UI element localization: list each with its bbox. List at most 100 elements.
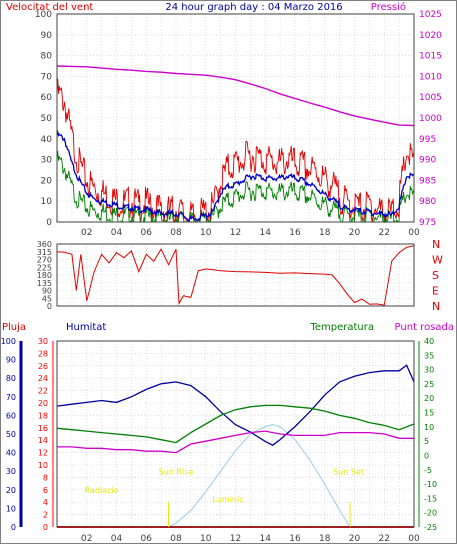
- chart-title: 24 hour graph day : 04 Marzo 2016: [165, 2, 342, 13]
- annotation-label: Luminic: [213, 495, 244, 504]
- temperature-y-tick-label: -15: [424, 494, 437, 503]
- sun-curve-line: [168, 424, 351, 528]
- direction-y-tick-label: 135: [37, 279, 52, 288]
- x-tick-label: 04: [111, 534, 123, 544]
- x-tick-label: 02: [81, 534, 92, 544]
- x-tick-label: 08: [170, 534, 182, 544]
- wind-y-tick-label: 100: [35, 10, 52, 20]
- rain-label: Pluja: [2, 322, 26, 333]
- compass-label: S: [432, 269, 439, 282]
- x-tick-label: 10: [200, 228, 212, 238]
- temperature-y-tick-label: -20: [424, 509, 437, 518]
- wind-y-tick-label: 0: [46, 218, 52, 228]
- x-tick-label: 14: [260, 228, 272, 238]
- rain-y-tick-label: 4: [43, 498, 48, 507]
- pressure-label: Pressió: [371, 1, 406, 13]
- x-tick-label: 16: [289, 534, 301, 544]
- pressure-y-tick-label: 1025: [419, 10, 442, 20]
- x-tick-label: 12: [230, 534, 241, 544]
- wind-direction-line: [56, 245, 415, 306]
- direction-y-tick-label: 360: [37, 240, 52, 249]
- humidity-y-tick-label: 60: [6, 411, 16, 420]
- temperature-label: Temperatura: [309, 322, 374, 333]
- rain-y-tick-label: 2: [43, 511, 48, 520]
- x-tick-label: 06: [141, 228, 153, 238]
- pressure-y-tick-label: 990: [419, 156, 436, 166]
- temperature-y-tick-label: 40: [424, 337, 434, 346]
- rain-y-tick-label: 8: [43, 473, 48, 482]
- temperature-y-tick-label: 0: [424, 451, 429, 460]
- x-tick-label: 06: [141, 534, 153, 544]
- temperature-y-tick-label: 35: [424, 351, 434, 360]
- rain-y-tick-label: 0: [43, 523, 48, 532]
- annotation-label: Radiacio: [85, 486, 119, 495]
- pressure-line: [56, 65, 415, 127]
- rain-y-tick-label: 6: [43, 486, 48, 495]
- temperature-y-tick-label: -10: [424, 480, 437, 489]
- wind-y-tick-label: 30: [41, 156, 53, 166]
- pressure-y-tick-label: 1020: [419, 31, 442, 41]
- compass-label: W: [432, 254, 443, 267]
- x-tick-label: 12: [230, 228, 241, 238]
- plot-frame-2: [56, 243, 415, 307]
- humidity-y-tick-label: 40: [6, 449, 16, 458]
- x-tick-label: 20: [349, 228, 361, 238]
- wind-y-tick-label: 80: [41, 52, 53, 62]
- direction-y-tick-label: 180: [37, 271, 52, 280]
- x-tick-label: 02: [81, 228, 92, 238]
- wind-average-line: [56, 129, 415, 222]
- x-tick-label: 18: [319, 228, 331, 238]
- annotation-label: Sun Set: [333, 467, 364, 476]
- temperature-y-tick-label: -5: [424, 466, 432, 475]
- rain-y-tick-label: 30: [38, 337, 48, 346]
- wind-y-tick-label: 50: [41, 114, 53, 124]
- temperature-y-tick-label: 30: [424, 366, 434, 375]
- wind-y-tick-label: 70: [41, 72, 53, 82]
- rain-y-tick-label: 16: [38, 424, 48, 433]
- humidity-y-tick-label: 0: [11, 523, 16, 532]
- wind-speed-label: Velocitat del vent: [6, 2, 93, 13]
- plot-frame-3: [56, 340, 415, 528]
- rain-y-tick-label: 12: [38, 449, 48, 458]
- direction-y-tick-label: 90: [42, 287, 52, 296]
- humidity-y-tick-label: 70: [6, 393, 16, 402]
- wind-y-tick-label: 90: [41, 31, 53, 41]
- humidity-y-tick-label: 90: [6, 356, 16, 365]
- x-tick-label: 16: [289, 228, 301, 238]
- pressure-y-tick-label: 985: [419, 176, 436, 186]
- temperature-y-tick-label: 5: [424, 437, 429, 446]
- humidity-y-tick-label: 10: [6, 504, 16, 513]
- pressure-y-tick-label: 995: [419, 135, 436, 145]
- annotation-label: Sun Rise: [159, 467, 194, 476]
- x-tick-label: 20: [349, 534, 361, 544]
- direction-y-tick-label: 225: [37, 263, 52, 272]
- plot-frame-1: [56, 13, 415, 223]
- temperature-y-tick-label: 20: [424, 394, 434, 403]
- wind-y-tick-label: 10: [41, 197, 53, 207]
- temperature-y-tick-label: -25: [424, 523, 437, 532]
- x-tick-label: 22: [379, 534, 390, 544]
- pressure-y-tick-label: 1015: [419, 52, 442, 62]
- pressure-y-tick-label: 1010: [419, 72, 442, 82]
- rain-y-tick-label: 24: [38, 374, 48, 383]
- x-tick-label: 14: [260, 534, 272, 544]
- humidity-y-tick-label: 80: [6, 374, 16, 383]
- temperature-y-tick-label: 10: [424, 423, 434, 432]
- humidity-y-tick-label: 50: [6, 430, 16, 439]
- x-tick-label: 22: [379, 228, 390, 238]
- temperature-y-tick-label: 25: [424, 380, 434, 389]
- compass-label: E: [432, 285, 439, 298]
- pressure-y-tick-label: 1000: [419, 114, 442, 124]
- rain-y-tick-label: 14: [38, 436, 48, 445]
- pressure-y-tick-label: 975: [419, 218, 436, 228]
- x-tick-label: 00: [408, 228, 420, 238]
- rain-y-tick-label: 18: [38, 411, 48, 420]
- dewpoint-label: Punt rosada: [395, 322, 454, 333]
- axes: 0202040406060808101012121414161618182020…: [1, 10, 443, 544]
- rain-y-tick-label: 28: [38, 349, 48, 358]
- compass-label: N: [432, 238, 440, 251]
- humidity-y-tick-label: 20: [6, 486, 16, 495]
- direction-y-tick-label: 270: [37, 256, 52, 265]
